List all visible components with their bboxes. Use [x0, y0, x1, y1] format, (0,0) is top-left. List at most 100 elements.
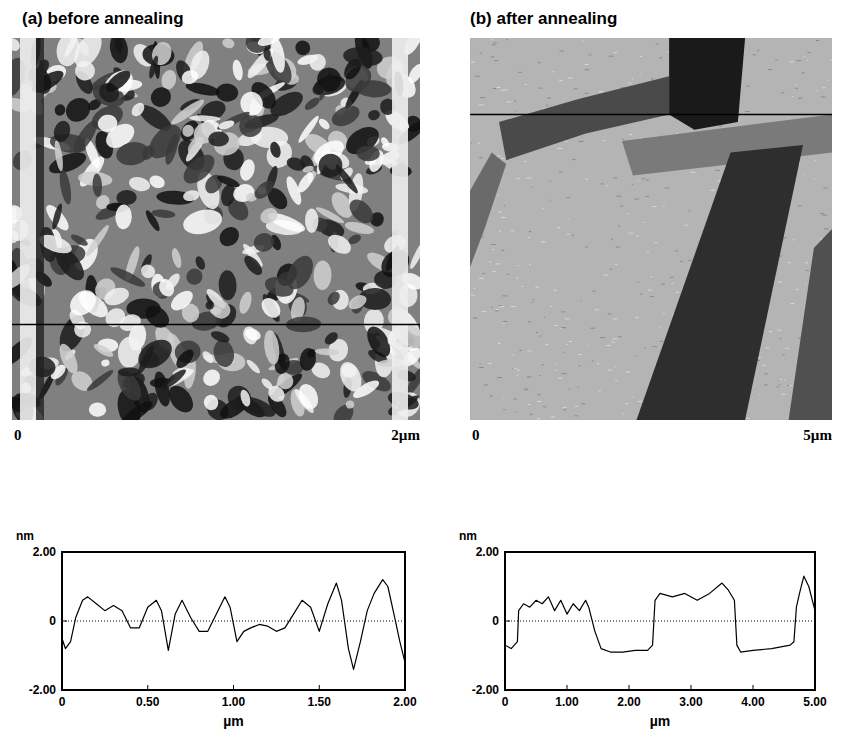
afm-texture: [628, 83, 632, 84]
afm-texture: [798, 205, 802, 206]
afm-texture: [828, 80, 830, 81]
afm-texture: [491, 56, 494, 57]
afm-texture: [517, 375, 519, 376]
afm-texture: [617, 196, 622, 197]
afm-grain: [102, 284, 132, 308]
afm-texture: [494, 60, 498, 61]
afm-texture: [767, 348, 769, 349]
zero-line: [505, 621, 815, 622]
afm-texture: [550, 200, 551, 201]
afm-grain: [305, 208, 318, 232]
x-tick-label: 1.00: [555, 695, 579, 709]
afm-texture: [569, 389, 570, 390]
afm-grain: [282, 251, 319, 293]
afm-texture: [793, 239, 795, 240]
afm-texture: [660, 341, 663, 342]
afm-grain: [302, 165, 315, 174]
afm-texture: [780, 338, 782, 339]
afm-texture: [592, 360, 594, 361]
afm-grain: [200, 366, 223, 389]
afm-grain: [292, 38, 313, 58]
afm-texture: [528, 404, 531, 405]
afm-texture: [480, 97, 485, 98]
afm-texture: [501, 158, 505, 159]
afm-grain: [159, 367, 188, 392]
afm-texture: [525, 84, 527, 85]
afm-texture: [670, 277, 674, 278]
afm-texture: [559, 172, 562, 173]
afm-texture: [524, 389, 529, 390]
afm-grain: [167, 287, 196, 314]
afm-texture: [806, 270, 809, 271]
x-tick-label: 2.00: [393, 695, 417, 709]
afm-grain: [120, 397, 156, 420]
afm-grain: [209, 329, 231, 345]
afm-image: [12, 38, 420, 420]
afm-texture: [606, 185, 608, 186]
afm-texture: [479, 278, 484, 279]
afm-grain: [181, 206, 225, 238]
afm-grain: [147, 55, 160, 80]
afm-texture: [572, 235, 574, 236]
afm-texture: [499, 231, 501, 232]
afm-texture: [517, 370, 520, 371]
afm-texture: [582, 41, 584, 42]
afm-texture: [618, 336, 621, 337]
afm-grain: [223, 381, 256, 415]
afm-texture: [521, 286, 523, 287]
afm-texture: [537, 401, 541, 402]
zero-line: [62, 621, 405, 622]
x-tick-label: 1.00: [222, 695, 246, 709]
afm-texture: [613, 338, 617, 339]
afm-edge: [36, 38, 44, 420]
afm-grain: [231, 59, 244, 81]
afm-texture: [589, 54, 592, 55]
afm-texture: [532, 302, 534, 303]
afm-texture: [539, 88, 543, 89]
afm-texture: [524, 161, 526, 162]
afm-texture: [503, 398, 504, 399]
afm-grain: [340, 362, 358, 379]
plot-frame: [62, 552, 405, 690]
afm-terrace: [470, 153, 506, 268]
afm-texture: [632, 184, 634, 185]
afm-texture: [820, 213, 824, 214]
afm-texture: [788, 262, 791, 263]
afm-texture: [482, 311, 487, 312]
afm-texture: [661, 284, 665, 285]
afm-grain: [216, 173, 241, 189]
afm-texture: [651, 78, 654, 79]
afm-texture: [526, 388, 527, 389]
afm-texture: [506, 89, 509, 90]
plot-frame: [505, 552, 815, 690]
afm-texture: [528, 237, 530, 238]
afm-texture: [652, 206, 656, 207]
afm-grain: [208, 298, 233, 322]
afm-texture: [815, 160, 817, 161]
afm-texture: [640, 294, 642, 295]
afm-grain: [84, 223, 111, 258]
afm-grain: [257, 205, 280, 227]
figure: (a) before annealing02µmnm2.000-2.0000.5…: [0, 0, 843, 740]
afm-texture: [539, 375, 541, 376]
afm-grain: [325, 289, 342, 307]
afm-texture: [503, 321, 507, 322]
afm-grain: [295, 381, 322, 412]
afm-texture: [688, 260, 691, 261]
afm-grain: [258, 294, 285, 321]
afm-texture: [719, 126, 722, 127]
afm-texture: [552, 71, 554, 72]
afm-texture: [496, 309, 499, 310]
afm-grain: [215, 83, 238, 103]
afm-texture: [529, 231, 531, 232]
afm-texture: [556, 363, 557, 364]
afm-texture: [718, 180, 721, 181]
plot-area: [505, 576, 815, 652]
afm-texture: [504, 205, 506, 206]
afm-grain: [345, 400, 355, 410]
afm-texture: [790, 62, 794, 63]
afm-texture: [781, 394, 785, 395]
afm-texture: [479, 157, 482, 158]
afm-texture: [528, 321, 531, 322]
afm-texture: [648, 290, 652, 291]
